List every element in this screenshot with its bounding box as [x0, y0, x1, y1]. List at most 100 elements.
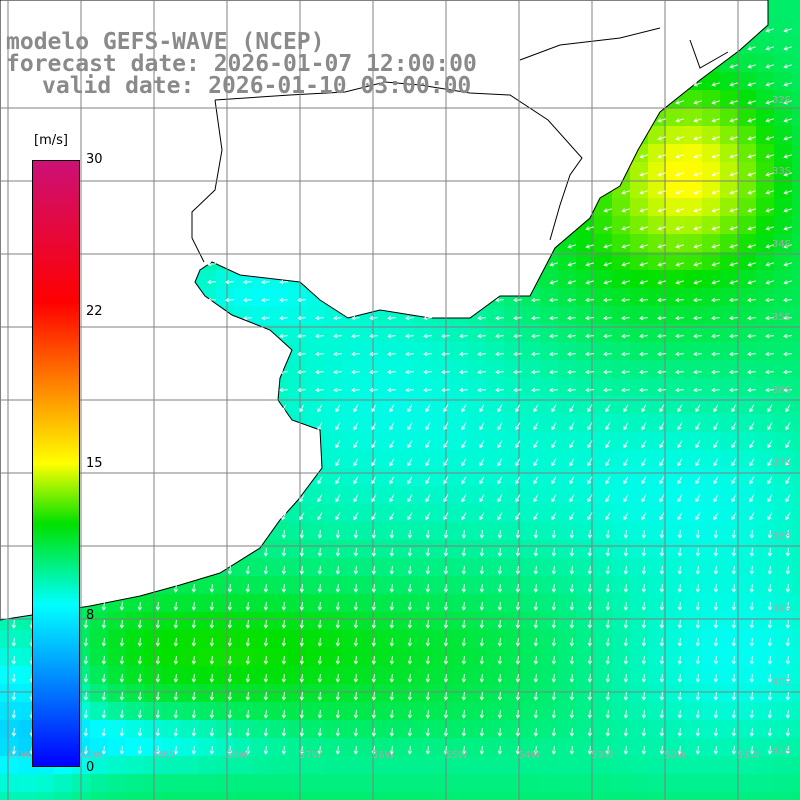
field-cell	[522, 522, 541, 541]
field-cell	[522, 378, 541, 397]
field-cell	[756, 126, 775, 145]
wind-arrow	[317, 404, 323, 413]
field-cell	[576, 342, 595, 361]
wind-arrow	[263, 619, 269, 629]
wind-arrow	[567, 369, 577, 375]
longitude-label: 59W	[153, 750, 176, 761]
field-cell	[792, 324, 800, 343]
wind-arrow	[603, 226, 612, 231]
wind-arrow	[549, 351, 559, 357]
field-cell	[612, 756, 631, 775]
field-cell	[486, 450, 505, 469]
wind-arrow	[317, 709, 323, 719]
wind-arrow	[713, 655, 719, 665]
wind-arrow	[531, 315, 541, 321]
wind-arrow	[209, 601, 215, 611]
wind-arrow	[641, 709, 647, 719]
wind-arrow	[173, 691, 179, 701]
field-cell	[612, 558, 631, 577]
field-cell	[288, 756, 307, 775]
field-cell	[450, 576, 469, 595]
field-cell	[684, 558, 703, 577]
field-cell	[324, 774, 343, 793]
field-cell	[360, 774, 379, 793]
field-cell	[504, 450, 523, 469]
wind-arrow	[83, 673, 89, 683]
wind-arrow	[765, 64, 774, 69]
wind-arrow	[513, 351, 523, 357]
wind-arrow	[767, 547, 773, 557]
field-cell	[612, 252, 631, 271]
wind-arrow	[605, 476, 611, 485]
wind-arrow	[605, 547, 611, 557]
field-cell	[270, 720, 289, 739]
wind-arrow	[587, 565, 593, 575]
field-cell	[288, 540, 307, 559]
wind-arrow	[657, 262, 666, 267]
field-cell	[396, 504, 415, 523]
field-cell	[126, 720, 145, 739]
field-cell	[756, 504, 775, 523]
wind-arrow	[677, 547, 683, 557]
wind-arrow	[425, 745, 431, 755]
wind-arrow	[515, 709, 521, 719]
wind-arrow	[317, 494, 323, 503]
field-cell	[684, 630, 703, 649]
wind-arrow	[245, 673, 251, 683]
field-cell	[720, 396, 739, 415]
field-cell	[774, 756, 793, 775]
field-cell	[360, 720, 379, 739]
wind-arrow	[767, 458, 773, 467]
field-cell	[684, 522, 703, 541]
wind-arrow	[279, 315, 289, 321]
wind-arrow	[713, 583, 719, 593]
wind-arrow	[749, 727, 755, 737]
wind-arrow	[783, 297, 793, 303]
field-cell	[378, 504, 397, 523]
wind-arrow	[731, 565, 737, 575]
wind-arrow	[423, 315, 433, 321]
field-cell	[630, 504, 649, 523]
wind-arrow	[279, 369, 289, 375]
wind-arrow	[749, 565, 755, 575]
field-cell	[558, 630, 577, 649]
field-cell	[522, 702, 541, 721]
field-cell	[792, 108, 800, 127]
wind-arrow	[677, 440, 683, 449]
wind-arrow	[659, 422, 665, 431]
field-cell	[540, 612, 559, 631]
field-cell	[126, 666, 145, 685]
field-cell	[486, 684, 505, 703]
field-cell	[414, 342, 433, 361]
field-cell	[216, 666, 235, 685]
wind-arrow	[657, 333, 667, 339]
field-cell	[576, 252, 595, 271]
field-cell	[684, 540, 703, 559]
wind-arrow	[83, 619, 89, 629]
field-cell	[396, 486, 415, 505]
field-cell	[432, 648, 451, 667]
latitude-label: 39S	[772, 604, 792, 615]
wind-arrow	[281, 637, 287, 647]
wind-arrow	[137, 691, 143, 701]
field-cell	[792, 792, 800, 800]
wind-arrow	[603, 208, 612, 213]
wind-arrow	[783, 118, 792, 123]
wind-arrow	[677, 601, 683, 611]
wind-arrow	[767, 673, 773, 683]
wind-arrow	[461, 422, 467, 431]
field-cell	[306, 522, 325, 541]
wind-arrow	[551, 601, 557, 611]
field-cell	[702, 216, 721, 235]
wind-arrow	[767, 422, 773, 431]
field-cell	[0, 666, 19, 685]
wind-arrow	[315, 369, 325, 375]
wind-arrow	[711, 280, 720, 285]
wind-arrow	[425, 709, 431, 719]
wind-arrow	[675, 315, 685, 321]
field-cell	[216, 270, 235, 289]
wind-arrow	[711, 244, 720, 249]
wind-arrow	[353, 727, 359, 737]
field-cell	[594, 306, 613, 325]
